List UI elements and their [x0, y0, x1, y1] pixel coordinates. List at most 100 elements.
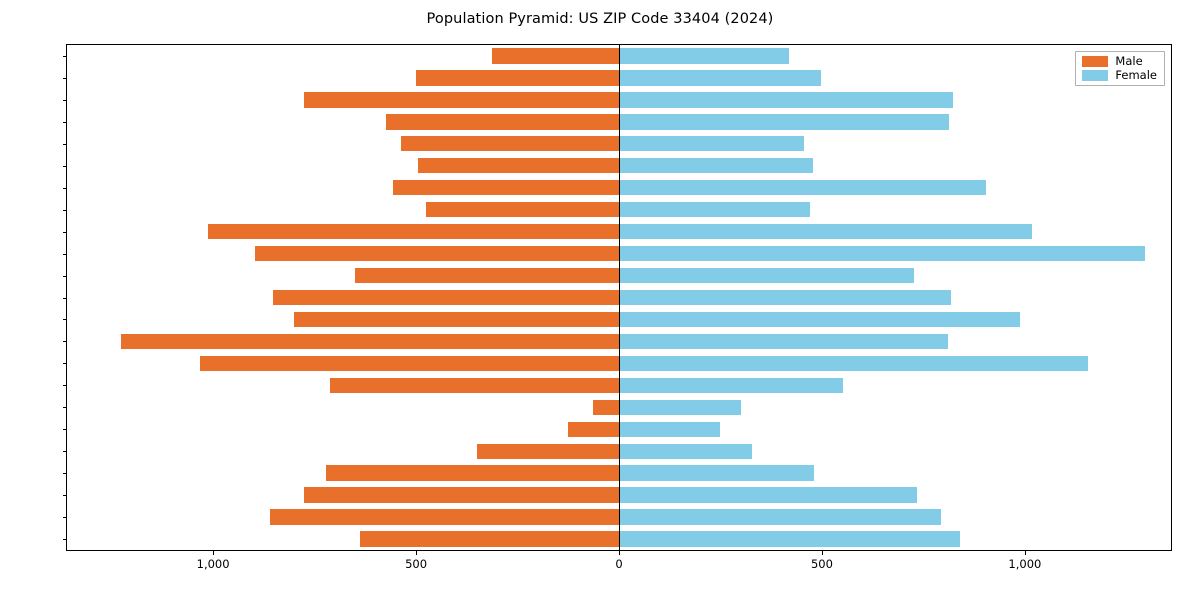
bar-female [619, 114, 949, 130]
bar-row [67, 377, 1171, 393]
x-axis-label: 500 [405, 557, 428, 571]
bar-male [491, 48, 619, 64]
bar-male [294, 311, 619, 328]
bar-female [619, 267, 914, 284]
y-axis-tick [62, 473, 67, 475]
bar-female [619, 487, 917, 503]
x-axis-tick [619, 550, 620, 555]
legend-item-male: Male [1082, 54, 1157, 68]
bar-row [67, 245, 1171, 262]
y-axis-tick [62, 517, 67, 519]
y-axis-tick [62, 495, 67, 497]
bar-row [67, 289, 1171, 306]
bar-row [67, 465, 1171, 481]
bar-row [67, 355, 1171, 372]
y-axis-tick [62, 297, 67, 299]
bar-female [619, 48, 790, 64]
bar-female [619, 443, 753, 459]
bar-male [208, 223, 619, 240]
bar-row [67, 487, 1171, 503]
bar-row [67, 509, 1171, 525]
x-axis-tick [213, 550, 215, 555]
bar-row [67, 180, 1171, 196]
bar-female [619, 421, 720, 437]
zero-axis-line [618, 45, 620, 550]
bar-row [67, 267, 1171, 284]
bar-row [67, 443, 1171, 459]
y-axis-tick [62, 143, 67, 145]
bar-male [273, 289, 619, 306]
x-axis-label: 0 [615, 557, 623, 571]
x-axis-label: 1,000 [196, 557, 230, 571]
bar-male [360, 531, 619, 547]
bar-female [619, 289, 951, 306]
bar-female [619, 201, 810, 218]
bar-male [568, 421, 619, 437]
bar-male [593, 399, 619, 415]
bar-male [392, 180, 619, 196]
bar-male [120, 333, 619, 350]
y-axis-tick [62, 99, 67, 101]
y-axis-tick [62, 407, 67, 409]
x-axis-tick [1024, 550, 1026, 555]
bar-male [330, 377, 619, 393]
bar-female [619, 180, 986, 196]
bar-row [67, 531, 1171, 547]
y-axis-tick [62, 121, 67, 123]
y-axis-tick [62, 77, 67, 79]
y-axis-tick [62, 165, 67, 167]
bar-female [619, 333, 948, 350]
y-axis-tick [62, 363, 67, 365]
bar-female [619, 399, 741, 415]
bar-row [67, 399, 1171, 415]
bar-row [67, 48, 1171, 64]
bar-row [67, 333, 1171, 350]
legend-item-female: Female [1082, 68, 1157, 82]
legend-label-male: Male [1115, 54, 1143, 68]
legend-label-female: Female [1115, 68, 1157, 82]
bar-female [619, 158, 813, 174]
bar-female [619, 377, 843, 393]
y-axis-tick [62, 253, 67, 255]
bar-female [619, 92, 953, 108]
y-axis-tick [62, 451, 67, 453]
bar-row [67, 114, 1171, 130]
y-axis-tick [62, 275, 67, 277]
y-axis-tick [62, 429, 67, 431]
y-axis-tick [62, 341, 67, 343]
bar-male [401, 136, 619, 152]
bar-row [67, 92, 1171, 108]
bar-male [269, 509, 619, 525]
y-axis-tick [62, 187, 67, 189]
y-axis-tick [62, 55, 67, 57]
bar-male [325, 465, 619, 481]
y-axis-tick [62, 231, 67, 233]
bar-female [619, 245, 1145, 262]
bar-female [619, 465, 814, 481]
bar-row [67, 223, 1171, 240]
plot-area: Male Female 85+80-8475-7970-7467-6965-66… [62, 44, 1172, 571]
bar-male [425, 201, 619, 218]
bar-male [417, 158, 619, 174]
y-axis-tick [62, 539, 67, 541]
bar-female [619, 355, 1089, 372]
bar-female [619, 223, 1032, 240]
x-axis-label: 1,000 [1008, 557, 1042, 571]
bar-male [416, 70, 619, 86]
bar-male [254, 245, 619, 262]
x-axis-tick [821, 550, 823, 555]
bar-group [67, 45, 1171, 550]
bar-male [355, 267, 619, 284]
y-axis-tick [62, 209, 67, 211]
legend-swatch-male [1082, 56, 1109, 67]
bar-row [67, 158, 1171, 174]
chart-title: Population Pyramid: US ZIP Code 33404 (2… [426, 11, 774, 27]
bar-female [619, 311, 1020, 328]
bar-female [619, 531, 960, 547]
bar-row [67, 70, 1171, 86]
bar-female [619, 70, 821, 86]
y-axis-tick [62, 385, 67, 387]
chart-legend: Male Female [1075, 51, 1165, 86]
bar-male [476, 443, 619, 459]
